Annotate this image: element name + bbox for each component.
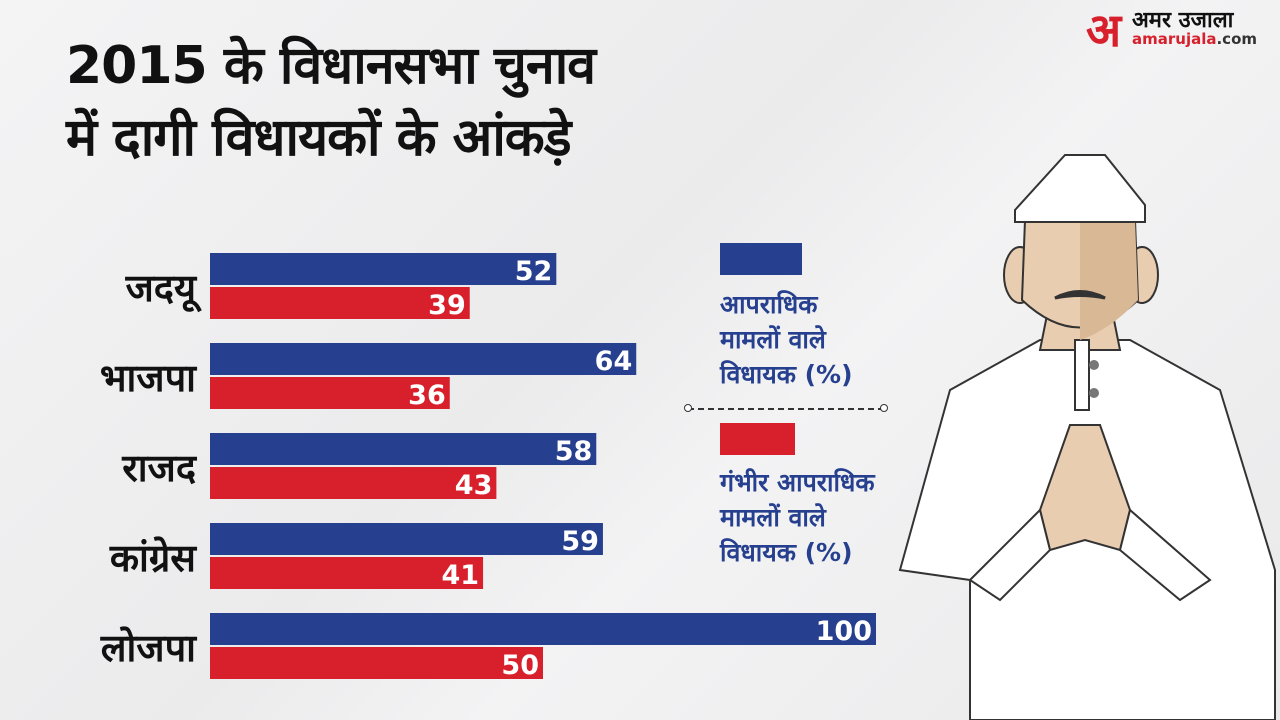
legend1-line: विधायक (%) bbox=[720, 360, 853, 389]
legend-label-series2: गंभीर आपराधिक मामलों वाले विधायक (%) bbox=[720, 465, 875, 570]
data-label: 52 bbox=[515, 256, 553, 287]
divider-dot bbox=[684, 404, 692, 412]
button bbox=[1089, 360, 1099, 370]
sleeve bbox=[968, 508, 1052, 602]
mustache bbox=[1054, 290, 1106, 300]
legend-swatch-series1 bbox=[720, 243, 802, 275]
category-label: जदयू bbox=[125, 266, 202, 313]
title-line-2: में दागी विधायकों के आंकड़े bbox=[66, 108, 572, 168]
data-label: 59 bbox=[561, 526, 599, 557]
bar-criminal bbox=[210, 523, 603, 555]
bar-serious bbox=[210, 557, 484, 589]
collar bbox=[1074, 339, 1090, 411]
category-label: राजद bbox=[121, 446, 198, 490]
amarujala-logo: अ अमर उजाला amarujala.com bbox=[1080, 2, 1270, 57]
chart-title: 2015 के विधानसभा चुनाव में दागी विधायकों… bbox=[66, 30, 596, 174]
legend2-line: मामलों वाले bbox=[720, 503, 826, 532]
data-label: 50 bbox=[501, 650, 539, 681]
bar-criminal bbox=[210, 433, 597, 465]
logo-site: amarujala.com bbox=[1132, 30, 1257, 48]
legend-swatch-series2 bbox=[720, 423, 795, 455]
bar-serious bbox=[210, 647, 543, 679]
data-label: 100 bbox=[816, 616, 872, 647]
category-label: भाजपा bbox=[100, 356, 197, 400]
button bbox=[1089, 388, 1099, 398]
bar-serious bbox=[210, 287, 470, 319]
title-line-1: 2015 के विधानसभा चुनाव bbox=[66, 36, 596, 96]
divider-dot bbox=[880, 404, 888, 412]
logo-mark: अ bbox=[1086, 3, 1122, 57]
data-label: 41 bbox=[441, 560, 479, 591]
legend1-line: मामलों वाले bbox=[720, 325, 826, 354]
data-label: 64 bbox=[595, 346, 633, 377]
gandhi-cap bbox=[1014, 154, 1146, 223]
face-shadow bbox=[1080, 220, 1138, 340]
data-label: 36 bbox=[408, 380, 446, 411]
bar-chart: जदयू 52 39 भाजपा 64 36 राजद 58 43 कांग्रेस 59 41 लोज… bbox=[100, 253, 876, 681]
data-label: 58 bbox=[555, 436, 593, 467]
politician-illustration bbox=[898, 154, 1276, 720]
sleeve bbox=[1118, 508, 1212, 602]
bar-serious bbox=[210, 377, 450, 409]
logo-site-tld: .com bbox=[1216, 30, 1258, 48]
bar-serious bbox=[210, 467, 497, 499]
legend1-line: आपराधिक bbox=[720, 290, 818, 319]
data-label: 43 bbox=[455, 470, 493, 501]
bar-criminal bbox=[210, 613, 876, 645]
data-label: 39 bbox=[428, 290, 466, 321]
category-label: लोजपा bbox=[100, 626, 197, 670]
category-label: कांग्रेस bbox=[109, 536, 197, 580]
logo-site-main: amarujala bbox=[1132, 30, 1217, 48]
legend-divider bbox=[688, 408, 884, 410]
bar-criminal bbox=[210, 253, 557, 285]
logo-hindi: अमर उजाला bbox=[1132, 8, 1234, 33]
legend2-line: विधायक (%) bbox=[720, 538, 853, 567]
legend-label-series1: आपराधिक मामलों वाले विधायक (%) bbox=[720, 287, 853, 392]
legend2-line: गंभीर आपराधिक bbox=[720, 468, 875, 497]
bar-criminal bbox=[210, 343, 637, 375]
